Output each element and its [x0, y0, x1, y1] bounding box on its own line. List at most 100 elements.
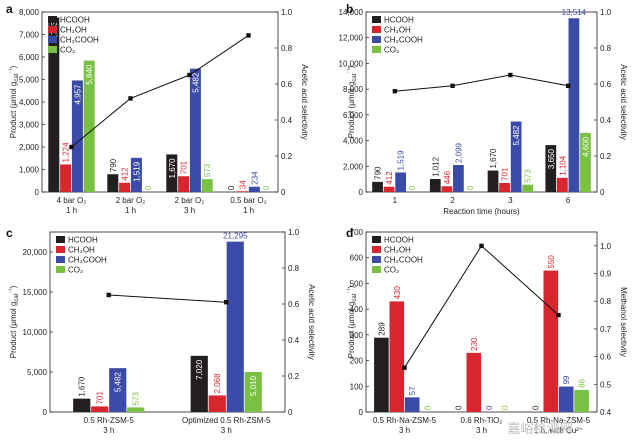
selectivity-point-1 [392, 89, 398, 94]
data-label: 57 [408, 386, 417, 395]
data-label: 5,482 [512, 125, 521, 146]
legend-entry: HCOOH [60, 16, 90, 25]
data-label: 4,957 [73, 84, 82, 105]
legend-swatch-ch3oh [56, 246, 65, 253]
y-tick-label: 0 [43, 408, 48, 417]
bar-hcooh-1 [374, 337, 389, 412]
selectivity-point-2 [128, 96, 133, 101]
panel-a: a 0 1,000 2,000 3,000 4,000 5,000 6,000 7,000 8,0… [6, 2, 309, 215]
legend-swatch-co2 [56, 266, 65, 273]
y-tick-label: 200 [350, 357, 364, 366]
data-label: 573 [524, 169, 533, 183]
data-label: 790 [109, 158, 118, 172]
bar-co2-1 [83, 60, 95, 192]
bar-ch3oh-1 [60, 164, 72, 192]
bar-ch3oh-1 [389, 301, 405, 412]
selectivity-point-2 [479, 243, 484, 249]
legend-entry: HCOOH [68, 236, 98, 245]
bar-hcooh-2 [107, 174, 119, 192]
category-label: 0.5 Rh-Na-ZSM-5 [373, 416, 437, 425]
bar-ch3oh-2 [441, 186, 453, 192]
category-label: 3 h [103, 426, 114, 435]
bar-ch3cooh-3 [189, 68, 201, 192]
y2-tick-label: 0 [281, 188, 286, 197]
bar-ch3oh-1 [383, 186, 395, 192]
y-axis-label-sup: ⁻¹ [347, 288, 353, 293]
legend-entry: HCOOH [384, 236, 414, 245]
bar-ch3cooh-3 [510, 121, 522, 192]
data-label: 573 [203, 163, 212, 177]
data-label: 701 [501, 167, 510, 181]
category-label: 3 h [476, 426, 487, 435]
data-label: 21,295 [223, 232, 248, 241]
category-label: 3 [508, 196, 513, 205]
bar-ch3oh-4 [237, 191, 249, 192]
y2-tick-label: 1.0 [600, 8, 612, 17]
y-axis-label: Product (μmol gcat⁻¹) [347, 285, 358, 358]
legend-entry: CH₃COOH [60, 36, 99, 45]
y-tick-label: 6,000 [19, 53, 40, 62]
y-tick-label: 3,000 [19, 121, 40, 130]
category-label: 6 [566, 196, 571, 205]
data-label: 0 [144, 185, 153, 190]
legend-entry: CO₂ [384, 266, 399, 275]
selectivity-point-2 [224, 300, 229, 305]
legend-entry: CO₂ [68, 266, 83, 275]
bar-ch3cooh-1 [404, 397, 420, 412]
y-tick-label: 0 [359, 408, 364, 417]
data-label: 34 [239, 180, 248, 189]
y-tick-label: 4,000 [19, 98, 40, 107]
y-tick-label: 400 [350, 305, 364, 314]
y-tick-label: 8,000 [19, 8, 40, 17]
bar-co2-3 [201, 179, 213, 192]
data-label: 2,068 [213, 373, 222, 394]
data-label: 550 [547, 255, 556, 269]
data-label: 0 [466, 185, 475, 190]
category-label: 3 h [399, 426, 410, 435]
legend-swatch-ch3oh [48, 26, 57, 33]
data-label: 7,020 [195, 359, 204, 380]
y-tick-label: 300 [350, 331, 364, 340]
y-axis-label-part: Product (μmol g [9, 82, 18, 139]
category-label: 0.5 Rh-ZSM-5 [84, 416, 135, 425]
legend-swatch-ch3oh [372, 26, 381, 33]
category-label: 4 bar O₂ [57, 196, 87, 205]
data-label: 2,099 [454, 142, 463, 163]
data-label: 1,519 [397, 150, 406, 171]
selectivity-line [404, 245, 559, 368]
y2-tick-label: 0.6 [600, 353, 612, 362]
y-tick-label: 12,000 [339, 34, 364, 43]
selectivity-point-2 [450, 83, 455, 88]
y2-tick-label: 0 [288, 408, 293, 417]
legend-swatch-co2 [48, 46, 57, 53]
bar-ch3cooh-4 [568, 18, 580, 193]
data-label: 99 [562, 375, 571, 384]
y2-tick-label: 0.2 [288, 372, 300, 381]
y-tick-label: 10,000 [23, 328, 48, 337]
data-label: 234 [250, 171, 259, 185]
bar-co2-4 [580, 132, 591, 192]
data-label: 230 [470, 337, 479, 351]
y-axis-label-sup: ⁻¹ [9, 288, 15, 293]
legend-entry: CO₂ [60, 46, 75, 55]
data-label: 0 [262, 185, 271, 190]
category-label: 0.5 bar O₂ [230, 196, 266, 205]
y-axis-label: Product (μmol gcat⁻¹) [9, 285, 20, 358]
selectivity-point-3 [508, 72, 513, 78]
bar-ch3cooh-2 [453, 165, 464, 192]
legend-entry: CH₃OH [68, 246, 95, 255]
y-axis-label-part: Product (μmol g [9, 302, 18, 359]
y2-axis-label: Acetic acid selectivity [619, 64, 628, 140]
y2-tick-label: 1.0 [281, 8, 293, 17]
y-tick-label: 10,000 [339, 59, 364, 68]
y-tick-label: 600 [350, 254, 364, 263]
y2-tick-label: 0.2 [281, 152, 293, 161]
legend-entry: CH₃COOH [384, 256, 423, 265]
category-label: 3 h [184, 206, 195, 215]
y2-tick-label: 0.7 [600, 325, 612, 334]
data-label: 1,670 [168, 158, 177, 179]
panel-label-c: c [6, 226, 13, 240]
y-axis-label-part: Product (μmol g [347, 82, 356, 139]
